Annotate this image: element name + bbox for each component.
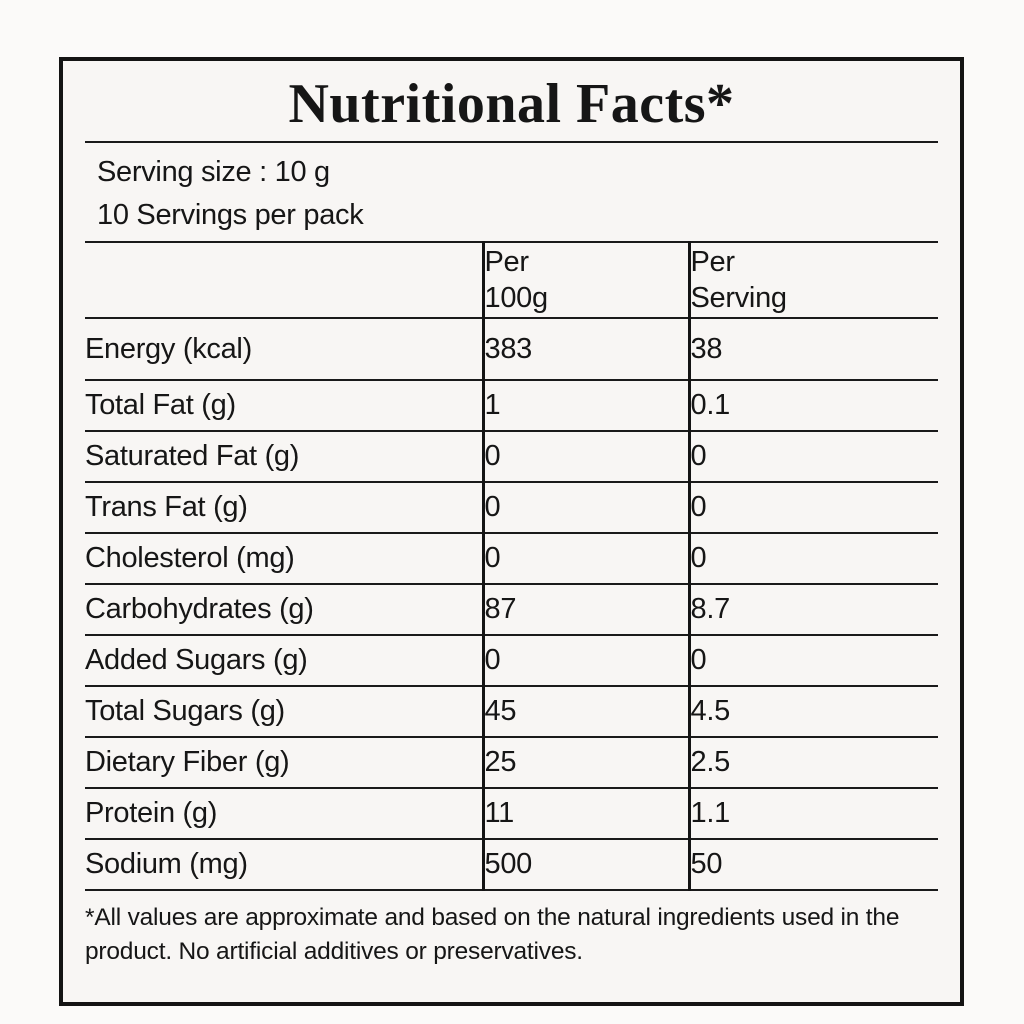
table-row: Dietary Fiber (g) 25 2.5 (85, 737, 938, 789)
per-100g-value: 11 (481, 788, 689, 840)
column-header-per-100g: Per 100g (481, 241, 689, 319)
nutrient-name: Cholesterol (mg) (85, 533, 483, 585)
table-row: Saturated Fat (g) 0 0 (85, 431, 938, 483)
per-100g-value: 45 (481, 686, 689, 738)
nutrient-name: Trans Fat (g) (85, 482, 483, 534)
nutrient-name: Total Sugars (g) (85, 686, 483, 738)
per-100g-value: 1 (481, 380, 689, 432)
per-100g-value: 0 (481, 533, 689, 585)
nutrient-name: Total Fat (g) (85, 380, 483, 432)
label-title: Nutritional Facts* (288, 73, 735, 135)
table-row: Total Fat (g) 1 0.1 (85, 380, 938, 432)
per-100g-value: 25 (481, 737, 689, 789)
per-serving-value: 1.1 (687, 788, 938, 840)
nutrition-table: Per 100g Per Serving Energy (kcal) 383 3… (85, 241, 938, 891)
per-serving-value: 2.5 (687, 737, 938, 789)
per-100g-value: 0 (481, 431, 689, 483)
per-serving-value: 0 (687, 482, 938, 534)
servings-per-pack-text: 10 Servings per pack (97, 199, 364, 231)
nutrient-name: Protein (g) (85, 788, 483, 840)
per-serving-value: 0 (687, 533, 938, 585)
nutrient-name: Saturated Fat (g) (85, 431, 483, 483)
table-row: Total Sugars (g) 45 4.5 (85, 686, 938, 738)
table-header-row: Per 100g Per Serving (85, 241, 938, 319)
column-header-per-serving: Per Serving (687, 241, 938, 319)
per-serving-value: 38 (687, 318, 938, 381)
nutrient-name: Energy (kcal) (85, 318, 483, 381)
nutrient-name: Added Sugars (g) (85, 635, 483, 687)
per-serving-value: 4.5 (687, 686, 938, 738)
per-serving-value: 0.1 (687, 380, 938, 432)
table-row: Protein (g) 11 1.1 (85, 788, 938, 840)
nutrient-name: Dietary Fiber (g) (85, 737, 483, 789)
per-100g-value: 0 (481, 635, 689, 687)
table-row: Cholesterol (mg) 0 0 (85, 533, 938, 585)
table-row: Added Sugars (g) 0 0 (85, 635, 938, 687)
table-row: Energy (kcal) 383 38 (85, 318, 938, 381)
per-serving-value: 50 (687, 839, 938, 891)
nutrition-label: Nutritional Facts* Serving size : 10 g 1… (59, 57, 964, 1006)
per-100g-value: 87 (481, 584, 689, 636)
footnote: *All values are approximate and based on… (85, 904, 900, 965)
per-100g-value: 0 (481, 482, 689, 534)
serving-info: Serving size : 10 g 10 Servings per pack (85, 143, 938, 241)
per-serving-value: 0 (687, 431, 938, 483)
per-100g-value: 383 (481, 318, 689, 381)
nutrient-name: Carbohydrates (g) (85, 584, 483, 636)
table-row: Carbohydrates (g) 87 8.7 (85, 584, 938, 636)
table-row: Trans Fat (g) 0 0 (85, 482, 938, 534)
per-serving-value: 0 (687, 635, 938, 687)
per-serving-value: 8.7 (687, 584, 938, 636)
title-divider (85, 141, 938, 143)
nutrient-name: Sodium (mg) (85, 839, 483, 891)
serving-size-text: Serving size : 10 g (97, 156, 330, 188)
per-100g-value: 500 (481, 839, 689, 891)
table-row: Sodium (mg) 500 50 (85, 839, 938, 891)
column-header-nutrient (85, 241, 483, 319)
